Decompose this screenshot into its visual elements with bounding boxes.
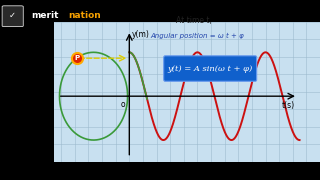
Text: y(m): y(m) [132,30,149,39]
Text: ✓: ✓ [9,11,16,20]
Text: y(t) = A sin(ω t + φ): y(t) = A sin(ω t + φ) [168,65,253,73]
FancyBboxPatch shape [2,6,23,27]
Text: At time t,: At time t, [176,16,212,25]
Text: P: P [74,55,79,61]
FancyBboxPatch shape [164,56,257,81]
Text: nation: nation [69,11,101,20]
Text: o: o [121,100,125,109]
Text: Angular position = ω t + φ: Angular position = ω t + φ [150,32,244,39]
Text: t(s): t(s) [281,102,294,111]
Text: merit: merit [32,11,59,20]
